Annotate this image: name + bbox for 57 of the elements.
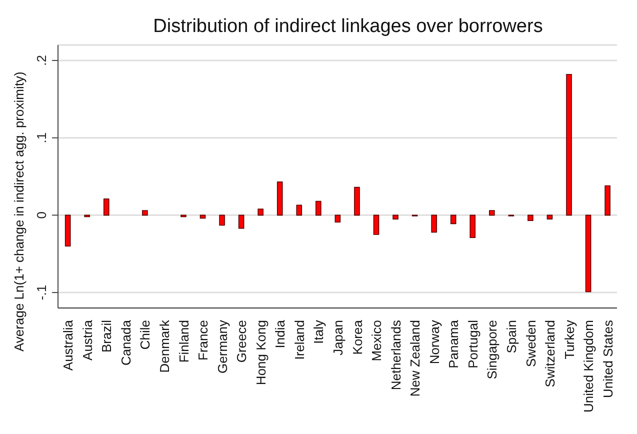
bar bbox=[354, 186, 360, 216]
y-tick-label: -.1 bbox=[34, 284, 49, 300]
x-tick-label: Denmark bbox=[157, 320, 172, 373]
bar bbox=[219, 214, 225, 226]
y-tick-label: .2 bbox=[34, 55, 49, 66]
bar bbox=[296, 204, 302, 216]
x-tick-label: Brazil bbox=[99, 320, 114, 353]
bar bbox=[450, 214, 456, 224]
x-tick-label: Chile bbox=[138, 320, 153, 350]
bar bbox=[431, 214, 437, 233]
x-tick-label: Italy bbox=[311, 320, 326, 344]
x-tick-label: United Kingdom bbox=[581, 320, 596, 412]
bar bbox=[546, 214, 553, 220]
x-tick-label: Japan bbox=[330, 320, 346, 356]
y-axis-title: Average Ln(1+ change in indirect agg. proximity) bbox=[12, 72, 27, 352]
bar bbox=[64, 214, 71, 247]
bar bbox=[258, 208, 264, 216]
x-tick-label: Switzerland bbox=[542, 320, 558, 388]
bar bbox=[276, 182, 283, 216]
x-tick-label: New Zealand bbox=[408, 320, 423, 397]
bar bbox=[142, 210, 148, 216]
bar bbox=[373, 214, 380, 235]
x-tick-label: Panama bbox=[446, 319, 462, 368]
x-tick-label: Norway bbox=[426, 320, 442, 364]
x-tick-label: Hong Kong bbox=[253, 320, 268, 386]
x-tick-label: Singapore bbox=[484, 320, 500, 380]
x-tick-label: Australia bbox=[60, 319, 76, 371]
x-tick-label: Greece bbox=[234, 320, 250, 363]
x-tick-label: Portugal bbox=[465, 320, 480, 368]
y-tick-label: .1 bbox=[34, 132, 49, 144]
x-tick-label: Turkey bbox=[562, 320, 577, 360]
x-tick-label: United States bbox=[600, 320, 616, 398]
bar bbox=[316, 200, 322, 216]
bar bbox=[585, 214, 592, 292]
x-tick-label: Sweden bbox=[523, 320, 538, 367]
x-tick-label: Austria bbox=[80, 319, 95, 360]
bar bbox=[604, 185, 610, 216]
x-tick-label: Ireland bbox=[292, 320, 307, 360]
x-tick-label: Netherlands bbox=[388, 320, 404, 390]
x-tick-label: Canada bbox=[118, 319, 134, 366]
x-tick-label: Germany bbox=[214, 320, 230, 374]
bar bbox=[470, 214, 476, 238]
x-tick-label: Finland bbox=[176, 320, 192, 363]
bar bbox=[238, 214, 244, 229]
x-tick-label: Mexico bbox=[369, 320, 384, 362]
x-tick-label: Korea bbox=[350, 319, 365, 355]
y-tick-label: 0 bbox=[34, 212, 49, 219]
bar bbox=[488, 210, 495, 216]
x-tick-label: India bbox=[272, 319, 288, 348]
bar bbox=[392, 214, 398, 220]
bar bbox=[334, 214, 341, 223]
bar bbox=[103, 198, 110, 216]
x-tick-label: France bbox=[196, 320, 211, 360]
bar bbox=[528, 214, 534, 221]
bar bbox=[566, 74, 572, 216]
x-tick-label: Spain bbox=[504, 320, 519, 354]
chart-title: Distribution of indirect linkages over borrowers bbox=[153, 16, 543, 37]
